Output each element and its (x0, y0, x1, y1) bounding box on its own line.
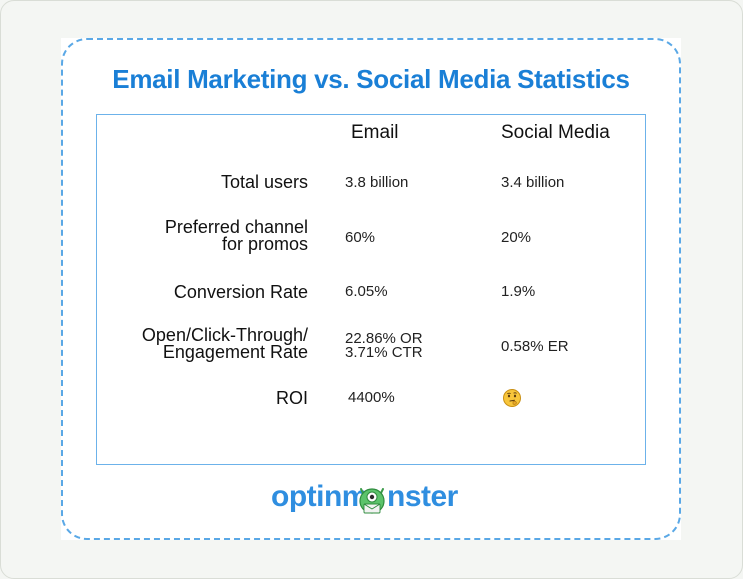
social-value-engagement-rate: 0.58% ER (501, 338, 569, 355)
row-label-conversion-rate: Conversion Rate (78, 282, 308, 302)
social-value-total-users: 3.4 billion (501, 174, 565, 191)
row-label-roi: ROI (78, 388, 308, 408)
social-value-preferred-channel: 20% (501, 229, 532, 246)
column-header-social-media: Social Media (501, 122, 610, 143)
logo-text-part2: nster (387, 480, 458, 513)
value-line: 3.71% CTR (345, 344, 423, 361)
row-label-line: Open/Click-Through/ (141, 325, 308, 345)
row-label-total-users: Total users (78, 172, 308, 192)
dashed-border (61, 38, 681, 540)
row-label-preferred-channel: Preferred channel for promos (78, 217, 308, 254)
email-value-total-users: 3.8 billion (345, 174, 409, 191)
logo-text-part1: optinm (271, 480, 368, 513)
email-value-conversion-rate: 6.05% (345, 283, 388, 300)
thinking-face-emoji-icon (503, 389, 521, 407)
comparison-table (96, 114, 646, 465)
email-value-engagement-rate: 22.86% OR 3.71% CTR (345, 330, 423, 361)
row-label-line: Engagement Rate (162, 342, 308, 362)
row-label-line: Total users (220, 172, 308, 192)
email-value-preferred-channel: 60% (345, 229, 376, 246)
infographic-title: Email Marketing vs. Social Media Statist… (112, 64, 630, 94)
row-label-line: Conversion Rate (173, 282, 308, 302)
column-header-email: Email (351, 122, 399, 143)
optinmonster-mascot-icon (359, 488, 385, 514)
row-label-line: ROI (275, 388, 308, 408)
row-label-engagement-rate: Open/Click-Through/ Engagement Rate (78, 325, 308, 362)
social-value-conversion-rate: 1.9% (501, 283, 536, 300)
email-value-roi: 4400% (348, 389, 395, 406)
value-line: 22.86% OR (345, 330, 423, 347)
row-label-line: for promos (221, 234, 308, 254)
row-label-line: Preferred channel (164, 217, 308, 237)
optinmonster-logo: optinm nster (271, 478, 476, 520)
